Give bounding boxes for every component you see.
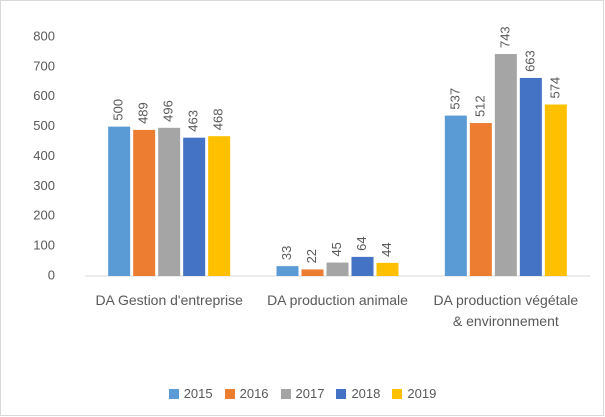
bar: [183, 137, 206, 276]
legend-label: 2018: [351, 386, 381, 401]
data-label: 22: [304, 249, 319, 263]
bar: [351, 256, 374, 276]
legend-label: 2016: [239, 386, 269, 401]
legend-item: 2017: [280, 386, 325, 401]
bar: [494, 54, 517, 277]
legend-swatch: [168, 388, 179, 399]
legend-item: 2015: [168, 386, 213, 401]
data-label: 512: [472, 95, 487, 117]
data-label: 463: [186, 110, 201, 132]
bar: [108, 126, 131, 276]
bar: [326, 262, 349, 276]
data-label: 44: [379, 242, 394, 256]
legend-label: 2019: [407, 386, 437, 401]
x-tick-label: DA Gestion d'entreprise: [95, 292, 243, 308]
bar: [544, 104, 567, 276]
y-tick-label: 200: [33, 208, 55, 223]
y-tick-label: 800: [33, 28, 55, 43]
bar: [158, 127, 181, 276]
bar: [444, 115, 467, 276]
bar: [276, 266, 299, 276]
data-label: 489: [136, 102, 151, 124]
bar: [376, 262, 399, 276]
data-label: 468: [211, 108, 226, 130]
legend-item: 2018: [336, 386, 380, 401]
y-tick-label: 700: [33, 58, 55, 73]
legend-label: 2017: [295, 386, 325, 401]
y-tick-label: 300: [33, 178, 55, 193]
legend: 2015 2016 2017 2018 2019: [0, 386, 605, 401]
data-label: 663: [522, 50, 537, 72]
data-label: 743: [497, 26, 512, 48]
legend-item: 2016: [224, 386, 269, 401]
bar: [133, 129, 156, 276]
data-label: 45: [329, 242, 344, 256]
bar: [469, 123, 492, 276]
x-tick-label: DA production animale: [267, 292, 408, 308]
bar: [519, 77, 542, 277]
data-label: 574: [547, 77, 562, 99]
y-tick-label: 400: [33, 148, 55, 163]
legend-swatch: [224, 388, 235, 399]
legend-swatch: [392, 388, 403, 399]
legend-swatch: [280, 388, 291, 399]
bar: [301, 269, 324, 276]
legend-label: 2015: [183, 386, 213, 401]
data-label: 537: [447, 88, 462, 110]
legend-swatch: [336, 388, 347, 399]
x-tick-label: DA production végétale & environnement: [433, 292, 579, 329]
y-tick-label: 0: [48, 267, 55, 282]
legend-item: 2019: [392, 386, 436, 401]
data-label: 33: [279, 246, 294, 260]
data-label: 500: [111, 99, 126, 121]
data-label: 496: [161, 100, 176, 122]
bar: [208, 136, 231, 276]
data-label: 64: [354, 236, 369, 250]
y-tick-label: 500: [33, 118, 55, 133]
y-tick-label: 600: [33, 88, 55, 103]
y-tick-label: 100: [33, 238, 55, 253]
